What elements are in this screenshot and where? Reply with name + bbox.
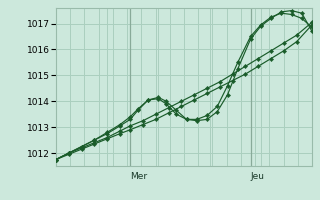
Text: Mer: Mer bbox=[130, 172, 148, 181]
Text: Jeu: Jeu bbox=[251, 172, 265, 181]
